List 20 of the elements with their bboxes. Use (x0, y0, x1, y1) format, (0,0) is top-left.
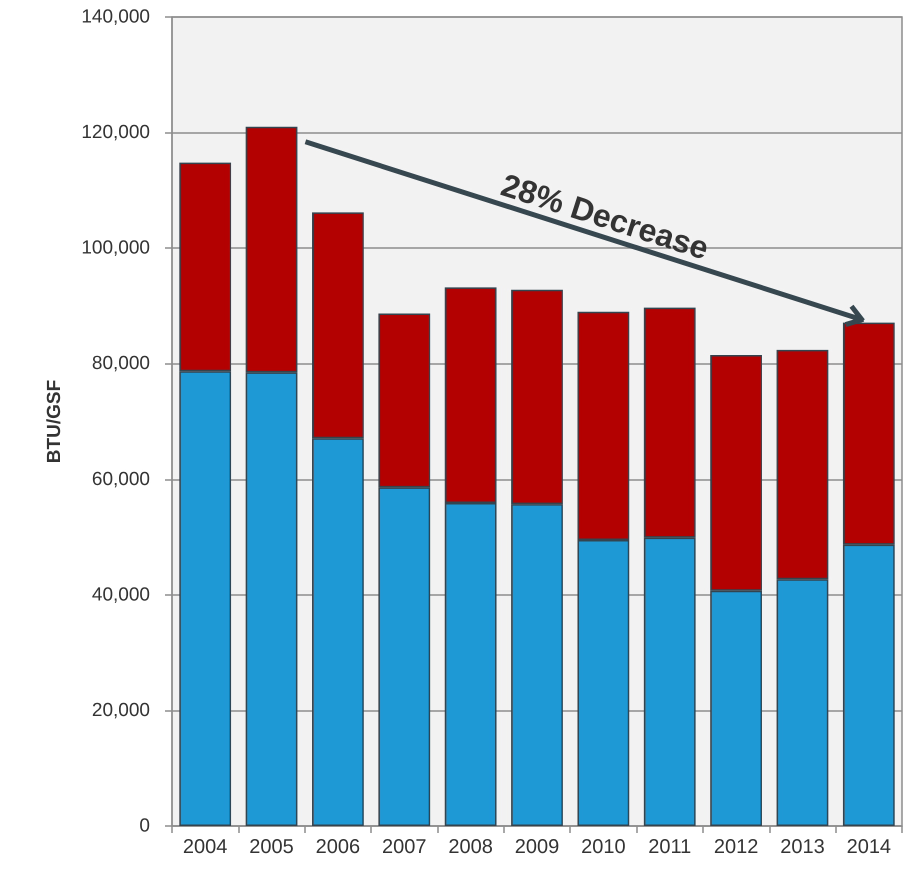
y-tick-label: 0 (139, 816, 150, 836)
y-tick-label: 80,000 (92, 353, 150, 374)
x-tick-label: 2012 (714, 836, 758, 858)
x-tick-label: 2010 (581, 836, 626, 858)
y-tick-label: 140,000 (81, 6, 150, 28)
x-tick-label: 2006 (316, 836, 360, 858)
y-tick-label: 100,000 (81, 238, 150, 259)
x-tick-label: 2008 (448, 836, 493, 858)
x-tick-label: 2011 (648, 836, 692, 858)
x-tick-label: 2005 (249, 836, 294, 858)
x-tick-label: 2013 (780, 836, 825, 858)
x-tick-label: 2009 (514, 836, 560, 858)
y-tick-label: 40,000 (92, 584, 150, 606)
y-tick-label: 20,000 (92, 700, 150, 721)
y-axis-title: BTU/GSF (44, 380, 65, 464)
x-tick-label: 2007 (382, 836, 427, 858)
x-tick-label: 2014 (846, 836, 892, 858)
y-tick-label: 120,000 (81, 122, 150, 144)
x-tick-label: 2004 (182, 836, 228, 858)
y-tick-label: 60,000 (92, 468, 150, 490)
